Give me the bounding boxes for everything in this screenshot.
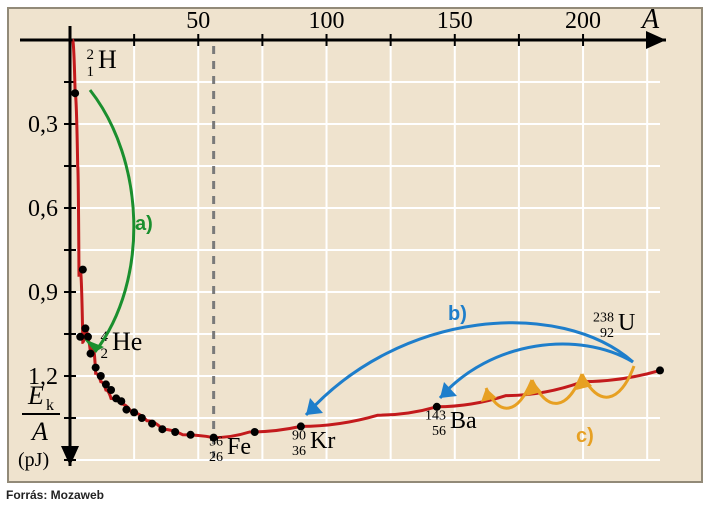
svg-text:H: H	[98, 45, 117, 74]
svg-text:36: 36	[292, 444, 306, 459]
svg-text:56: 56	[432, 424, 446, 439]
source-attribution: Forrás: Mozaweb	[6, 488, 104, 502]
svg-text:238: 238	[593, 311, 614, 326]
svg-text:Fe: Fe	[227, 434, 251, 460]
svg-text:Kr: Kr	[310, 428, 335, 454]
svg-text:(pJ): (pJ)	[18, 449, 49, 471]
svg-text:U: U	[618, 310, 635, 336]
svg-text:56: 56	[209, 435, 223, 450]
svg-text:2: 2	[87, 47, 95, 63]
svg-text:E: E	[27, 381, 44, 410]
svg-text:a): a)	[135, 213, 153, 235]
svg-text:200: 200	[565, 8, 601, 34]
svg-text:A: A	[30, 417, 48, 446]
svg-text:26: 26	[209, 450, 223, 465]
svg-text:b): b)	[448, 303, 467, 325]
svg-text:A: A	[640, 4, 660, 35]
svg-text:100: 100	[309, 8, 345, 34]
figure-wrap: 501001502000,30,60,91,2AEkA(pJ)21H42He56…	[0, 0, 711, 510]
svg-text:Ba: Ba	[450, 408, 477, 434]
svg-text:92: 92	[600, 326, 614, 341]
svg-text:50: 50	[186, 8, 210, 34]
svg-text:150: 150	[437, 8, 473, 34]
svg-text:0,9: 0,9	[28, 280, 58, 306]
svg-text:143: 143	[425, 409, 446, 424]
svg-text:He: He	[112, 327, 142, 356]
chart-svg: 501001502000,30,60,91,2AEkA(pJ)21H42He56…	[0, 0, 711, 510]
svg-text:90: 90	[292, 429, 306, 444]
svg-text:1: 1	[87, 64, 95, 80]
svg-text:0,3: 0,3	[28, 112, 58, 138]
svg-text:k: k	[46, 397, 54, 414]
svg-text:c): c)	[576, 425, 594, 447]
svg-text:0,6: 0,6	[28, 196, 58, 222]
